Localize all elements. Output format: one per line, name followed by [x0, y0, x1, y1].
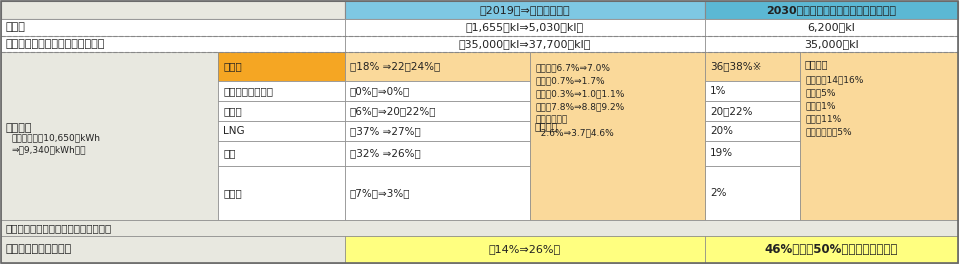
Text: 水素・アンモニア: 水素・アンモニア: [223, 86, 273, 96]
Text: ・風力0.7%⇒1.7%: ・風力0.7%⇒1.7%: [535, 77, 605, 86]
Bar: [345, 141, 530, 166]
Text: ・水力7.8%⇒8.8～9.2%: ・水力7.8%⇒8.8～9.2%: [535, 102, 624, 111]
Text: ・風力5%: ・風力5%: [805, 88, 835, 97]
Text: 19%: 19%: [710, 148, 733, 158]
Text: （6%　⇒20～22%）: （6% ⇒20～22%）: [350, 106, 437, 116]
Bar: [218, 81, 345, 101]
Text: ・地熱1%: ・地熱1%: [805, 101, 835, 111]
Bar: [218, 166, 345, 220]
Text: 2%: 2%: [710, 188, 727, 198]
Bar: [1, 52, 218, 220]
Bar: [345, 52, 530, 81]
Bar: [345, 36, 705, 52]
Text: ・太陽光6.7%⇒7.0%: ・太陽光6.7%⇒7.0%: [535, 64, 610, 73]
Bar: [530, 52, 705, 220]
Bar: [705, 121, 800, 141]
Text: ⇒約9,340億kWh程度: ⇒約9,340億kWh程度: [11, 145, 85, 154]
Bar: [800, 52, 958, 220]
Text: （18% ⇒22～24%）: （18% ⇒22～24%）: [350, 62, 441, 72]
Text: LNG: LNG: [223, 126, 245, 136]
Bar: [705, 19, 958, 36]
Bar: [1, 36, 345, 52]
Bar: [345, 19, 705, 36]
Bar: [705, 236, 958, 263]
Text: （35,000万kl⇒37,700万kl）: （35,000万kl⇒37,700万kl）: [459, 39, 591, 49]
Text: （7%　⇒3%）: （7% ⇒3%）: [350, 188, 411, 198]
Text: ・バイオマス: ・バイオマス: [535, 116, 567, 125]
Bar: [218, 52, 345, 81]
Bar: [218, 101, 345, 121]
Text: 46%（更に50%の高みを目指す）: 46%（更に50%の高みを目指す）: [765, 243, 899, 256]
Text: 原子力: 原子力: [223, 106, 242, 116]
Text: （14%⇒26%）: （14%⇒26%）: [489, 244, 561, 254]
Bar: [705, 101, 800, 121]
Text: 2030年度ミックス（野心的な見通し）: 2030年度ミックス（野心的な見通し）: [766, 5, 897, 15]
Bar: [705, 141, 800, 166]
Text: 35,000万kl: 35,000万kl: [804, 39, 859, 49]
Bar: [218, 141, 345, 166]
Bar: [345, 166, 530, 220]
Text: 【内訳】: 【内訳】: [805, 59, 828, 69]
Text: 20%: 20%: [710, 126, 733, 136]
Text: 省エネ: 省エネ: [6, 22, 26, 32]
Text: 石炭: 石炭: [223, 148, 235, 158]
Text: 最終エネルギー消費（省エネ前）: 最終エネルギー消費（省エネ前）: [6, 39, 106, 49]
Bar: [1, 19, 345, 36]
Text: 【内訳】: 【内訳】: [535, 121, 559, 131]
Text: ・地熱0.3%⇒1.0～1.1%: ・地熱0.3%⇒1.0～1.1%: [535, 89, 624, 98]
Text: 36～38%※: 36～38%※: [710, 62, 761, 72]
Bar: [345, 121, 530, 141]
Text: ・太陽光14～16%: ・太陽光14～16%: [805, 76, 863, 84]
Bar: [345, 81, 530, 101]
Bar: [705, 166, 800, 220]
Bar: [705, 52, 800, 81]
Bar: [345, 236, 705, 263]
Text: （37% ⇒27%）: （37% ⇒27%）: [350, 126, 420, 136]
Text: （32% ⇒26%）: （32% ⇒26%）: [350, 148, 420, 158]
Text: （1,655万kl⇒5,030万kl）: （1,655万kl⇒5,030万kl）: [466, 22, 584, 32]
Bar: [1, 1, 345, 19]
Text: （0%　⇒0%）: （0% ⇒0%）: [350, 86, 410, 96]
Bar: [705, 81, 800, 101]
Bar: [345, 101, 530, 121]
Bar: [705, 36, 958, 52]
Text: （＋非エネルギー起源ガス・吸収源）: （＋非エネルギー起源ガス・吸収源）: [6, 223, 112, 233]
Text: 発電電力量：10,650億kWh: 発電電力量：10,650億kWh: [11, 134, 100, 143]
Bar: [705, 1, 958, 19]
Bar: [218, 121, 345, 141]
Text: ・バイオマス5%: ・バイオマス5%: [805, 128, 852, 136]
Bar: [1, 236, 345, 263]
Text: ・水力11%: ・水力11%: [805, 115, 841, 124]
Text: 1%: 1%: [710, 86, 727, 96]
Text: 6,200万kl: 6,200万kl: [807, 22, 855, 32]
Text: 電源構成: 電源構成: [6, 123, 33, 133]
Bar: [345, 1, 705, 19]
Bar: [1, 220, 958, 236]
Text: 2.6%⇒3.7～4.6%: 2.6%⇒3.7～4.6%: [535, 129, 613, 138]
Text: 20～22%: 20～22%: [710, 106, 753, 116]
Text: 石油等: 石油等: [223, 188, 242, 198]
Text: 再エネ: 再エネ: [223, 62, 242, 72]
Text: 温室効果ガス削減割合: 温室効果ガス削減割合: [6, 244, 72, 254]
Text: （2019年⇒旧ミックス）: （2019年⇒旧ミックス）: [480, 5, 570, 15]
